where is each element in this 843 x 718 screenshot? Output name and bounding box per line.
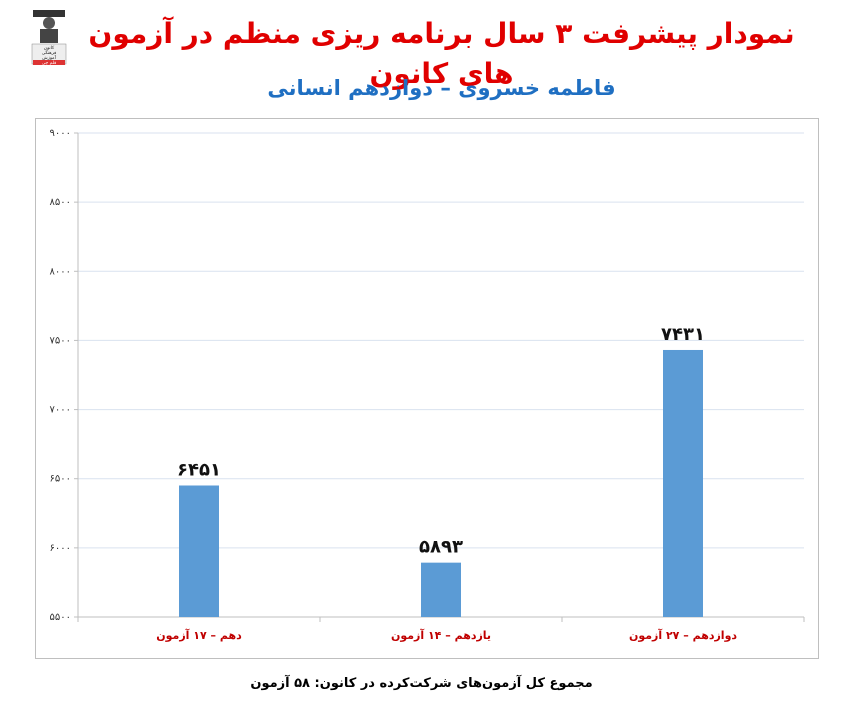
logo-text-line: آموزش	[42, 55, 56, 61]
y-tick-label: ۸۵۰۰	[50, 197, 71, 208]
y-tick-label: ۶۰۰۰	[50, 543, 71, 554]
bar	[179, 485, 219, 617]
page-title: نمودار پیشرفت ۳ سال برنامه ریزی منظم در …	[88, 17, 795, 90]
graduate-logo-icon	[31, 10, 67, 65]
bar	[663, 349, 703, 617]
y-tick-label: ۹۰۰۰	[50, 128, 71, 139]
data-label: ۵۸۹۳	[419, 537, 463, 558]
x-tick-label: یازدهم – ۱۴ آزمون	[391, 628, 491, 642]
bar-chart: ۵۵۰۰ ۶۰۰۰ ۶۵۰۰ ۷۰۰۰ ۷۵۰۰ ۸۰۰۰ ۸۵۰۰ ۹۰۰۰ ۶۴۵۱ دهم …	[50, 128, 805, 642]
logo-text-line: کانون	[44, 45, 55, 51]
chart-area: ۵۵۰۰ ۶۰۰۰ ۶۵۰۰ ۷۰۰۰ ۷۵۰۰ ۸۰۰۰ ۸۵۰۰ ۹۰۰۰ ۶۴۵۱ دهم …	[35, 118, 819, 659]
logo-text-line: فرهنگی	[42, 49, 57, 56]
data-label: ۷۴۳۱	[661, 324, 705, 345]
bar	[421, 562, 461, 617]
y-tick-label: ۷۵۰۰	[50, 335, 71, 346]
logo-text-line: قلم چی	[42, 61, 57, 66]
page-subtitle: فاطمه خسروی – دوازدهم انسانی	[267, 76, 616, 100]
x-tick-label: دهم – ۱۷ آزمون	[156, 628, 242, 642]
brand-logo: کانون فرهنگی آموزش قلم چی	[30, 8, 68, 66]
x-tick-label: دوازدهم – ۲۷ آزمون	[629, 628, 737, 642]
y-tick-label: ۵۵۰۰	[50, 612, 71, 623]
y-tick-label: ۶۵۰۰	[50, 474, 71, 485]
y-tick-label: ۸۰۰۰	[50, 266, 71, 277]
data-label: ۶۴۵۱	[177, 459, 221, 480]
total-exams-note: مجموع کل آزمون‌های شرکت‌کرده در کانون: ۵…	[250, 676, 593, 691]
y-tick-label: ۷۰۰۰	[50, 405, 71, 416]
